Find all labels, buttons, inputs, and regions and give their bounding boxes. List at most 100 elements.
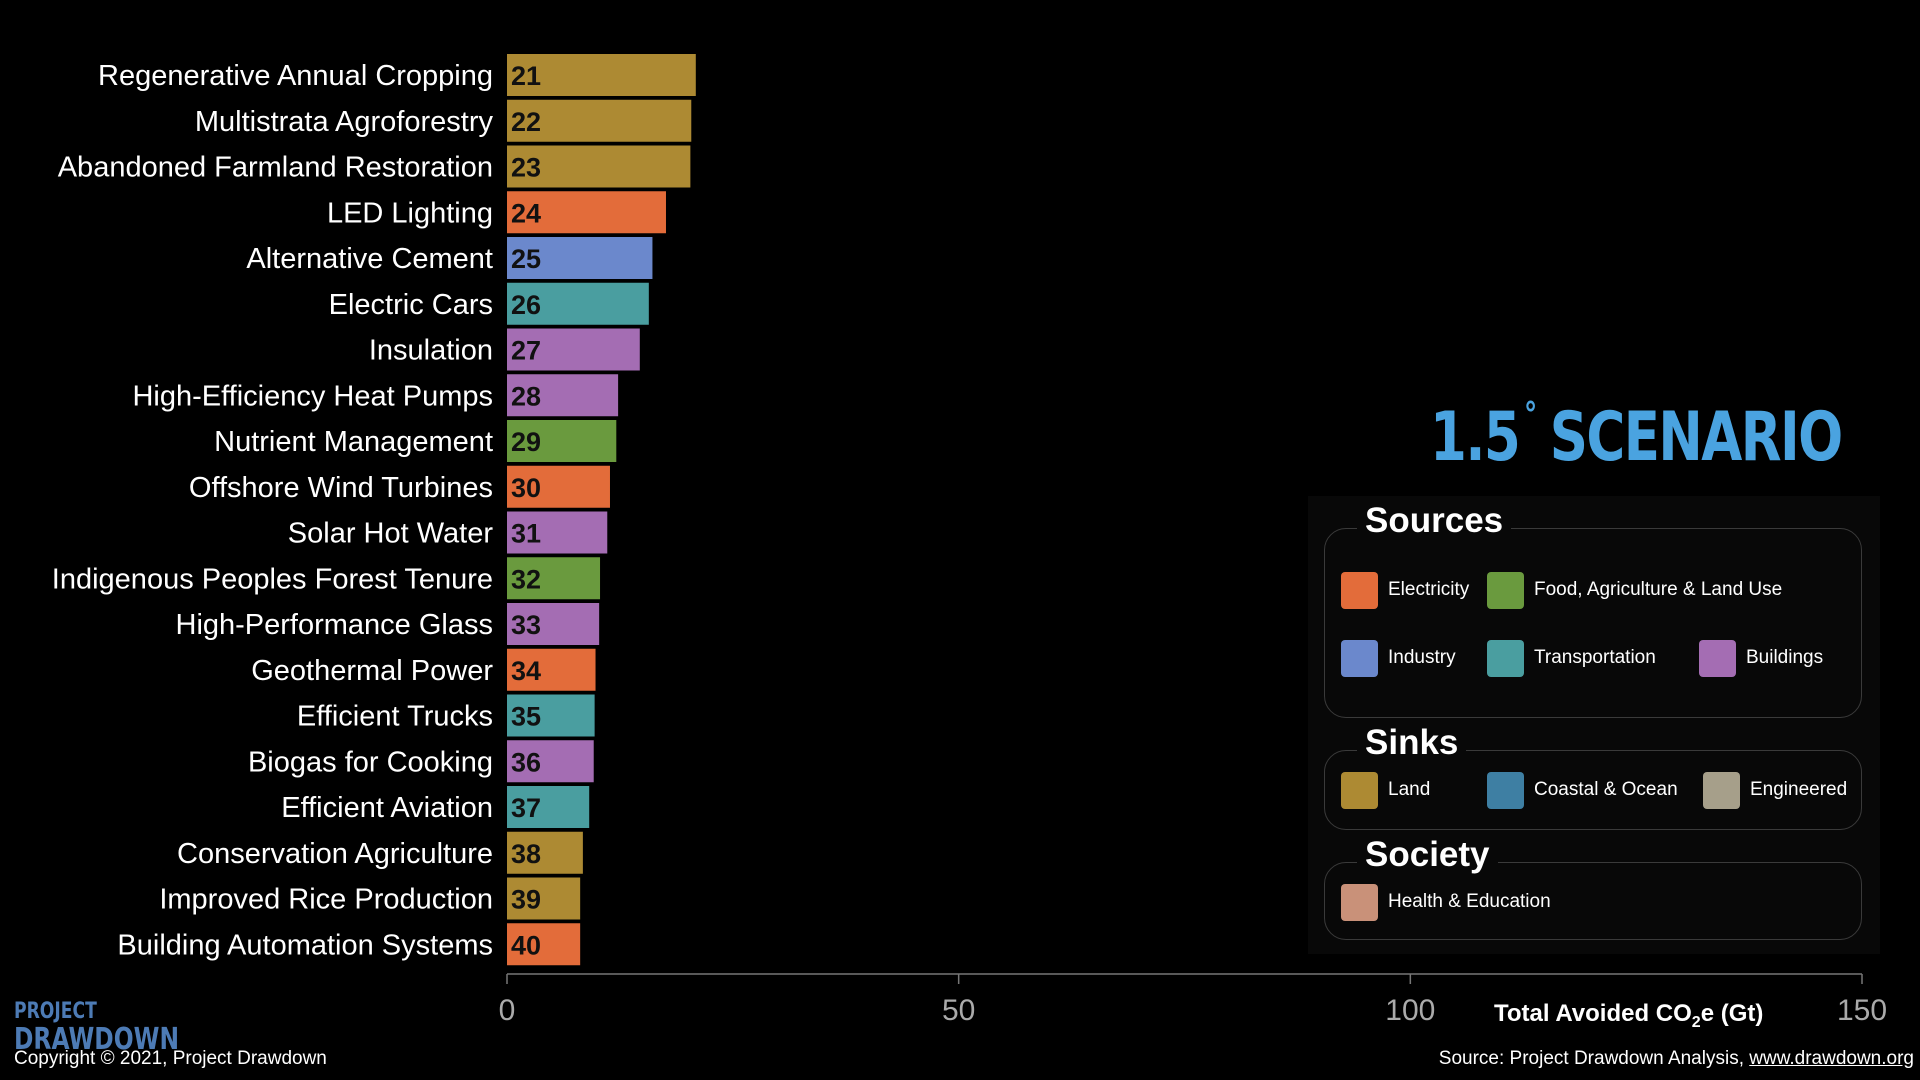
scenario-number: 1.5 [1430, 398, 1521, 477]
bar [507, 191, 666, 234]
bar [507, 740, 594, 783]
bar-rank-label: 37 [511, 793, 541, 823]
bar [507, 145, 691, 188]
swatch-industry [1341, 639, 1378, 677]
legend-sinks-heading: Sinks [1357, 723, 1467, 763]
legend-label-electricity: Electricity [1388, 579, 1470, 600]
bar-category-label: Regenerative Annual Cropping [98, 60, 493, 92]
bar-category-label: Insulation [369, 335, 493, 367]
bar [507, 328, 640, 371]
x-tick-label: 150 [1837, 994, 1887, 1027]
bar-rank-label: 36 [511, 747, 541, 777]
scenario-degree: ° [1523, 395, 1537, 435]
bar-rank-label: 40 [511, 930, 541, 960]
copyright-text: Copyright © 2021, Project Drawdown [14, 1048, 327, 1069]
legend-item-transportation: Transportation [1487, 639, 1656, 677]
legend-item-coastal: Coastal & Ocean [1487, 771, 1678, 809]
source-text: Source: Project Drawdown Analysis, www.d… [1439, 1048, 1914, 1070]
swatch-land [1341, 771, 1378, 809]
bar [507, 923, 581, 966]
legend-label-health: Health & Education [1388, 891, 1551, 912]
bar-rank-label: 22 [511, 107, 541, 137]
legend-sources: Sources Electricity Food, Agriculture & … [1324, 501, 1862, 718]
bar [507, 831, 583, 874]
legend-label-food: Food, Agriculture & Land Use [1534, 579, 1783, 600]
bar-rank-label: 25 [511, 244, 541, 274]
bar [507, 420, 617, 462]
bar [507, 694, 595, 737]
bar-category-label: LED Lighting [327, 197, 493, 229]
bar [507, 786, 590, 828]
bar [507, 374, 619, 417]
bar-category-label: Multistrata Agroforestry [195, 106, 494, 138]
bar [507, 99, 692, 142]
x-axis-title-subscript: 2 [1691, 1014, 1701, 1031]
legend-sinks: Sinks Land Coastal & Ocean Engineered [1324, 723, 1862, 830]
bar-category-label: Efficient Aviation [281, 792, 493, 824]
bar-rank-label: 28 [511, 381, 541, 411]
bars-layer: Regenerative Annual Cropping 21 Multistrat… [52, 54, 696, 966]
source-prefix: Source: Project Drawdown Analysis, [1438, 1048, 1750, 1069]
logo-line1: PROJECT [14, 999, 97, 1024]
swatch-food [1487, 571, 1524, 609]
bar-category-label: Offshore Wind Turbines [189, 472, 493, 504]
swatch-coastal [1487, 771, 1524, 809]
x-tick-label: 50 [942, 994, 975, 1027]
bar-rank-label: 33 [511, 610, 541, 640]
legend-label-land: Land [1388, 779, 1431, 800]
bar-rank-label: 23 [511, 153, 541, 183]
bar-category-label: Conservation Agriculture [177, 838, 493, 870]
bar-category-label: High-Efficiency Heat Pumps [132, 380, 493, 412]
bar-rank-label: 30 [511, 473, 541, 503]
bar-rank-label: 24 [511, 198, 541, 228]
bar-rank-label: 26 [511, 290, 541, 320]
legend-label-transportation: Transportation [1534, 647, 1656, 668]
swatch-engineered [1703, 771, 1740, 809]
bar [507, 603, 600, 645]
legend-label-coastal: Coastal & Ocean [1534, 779, 1678, 800]
bar-rank-label: 34 [511, 656, 541, 686]
bar [507, 282, 649, 325]
legend-sources-heading: Sources [1357, 501, 1512, 541]
bar-category-label: Solar Hot Water [288, 518, 494, 550]
bar [507, 237, 653, 279]
x-axis-title: Total Avoided CO2e (Gt) [1494, 1000, 1763, 1032]
swatch-transportation [1487, 639, 1524, 677]
bar-category-label: Building Automation Systems [117, 929, 493, 961]
bar-rank-label: 38 [511, 839, 541, 869]
bar-category-label: Geothermal Power [251, 655, 493, 687]
x-axis-title-main: Total Avoided CO [1494, 1000, 1692, 1027]
scenario-word: SCENARIO [1549, 398, 1844, 477]
bar [507, 54, 696, 96]
source-link[interactable]: www.drawdown.org [1749, 1048, 1914, 1069]
project-drawdown-logo: PROJECT DRAWDOWN [14, 998, 226, 1057]
x-axis-title-end: e (Gt) [1700, 1000, 1764, 1027]
x-tick-label: 100 [1385, 994, 1435, 1027]
bar-category-label: Indigenous Peoples Forest Tenure [52, 563, 493, 595]
bar-category-label: High-Performance Glass [176, 609, 494, 641]
legend-item-electricity: Electricity [1341, 571, 1469, 609]
bar-rank-label: 32 [511, 564, 541, 594]
legend-society: Society Health & Education [1324, 835, 1862, 940]
bar-rank-label: 31 [511, 519, 541, 549]
legend-label-industry: Industry [1388, 647, 1456, 668]
legend-item-land: Land [1341, 771, 1430, 809]
bar [507, 511, 608, 554]
legend-item-health: Health & Education [1341, 883, 1551, 921]
logo-line2: DRAWDOWN [14, 1022, 180, 1057]
bar-rank-label: 27 [511, 336, 541, 366]
bar [507, 648, 596, 691]
swatch-electricity [1341, 571, 1378, 609]
bar-category-label: Nutrient Management [214, 426, 493, 458]
legend-item-industry: Industry [1341, 639, 1456, 677]
legend-item-buildings: Buildings [1699, 639, 1823, 677]
bar-category-label: Electric Cars [329, 289, 493, 321]
swatch-health [1341, 883, 1378, 921]
legend-item-food: Food, Agriculture & Land Use [1487, 571, 1782, 609]
bar-category-label: Alternative Cement [246, 243, 493, 275]
legend-society-heading: Society [1357, 835, 1498, 875]
legend-panel: Sources Electricity Food, Agriculture & … [1308, 496, 1880, 954]
bar [507, 877, 581, 920]
